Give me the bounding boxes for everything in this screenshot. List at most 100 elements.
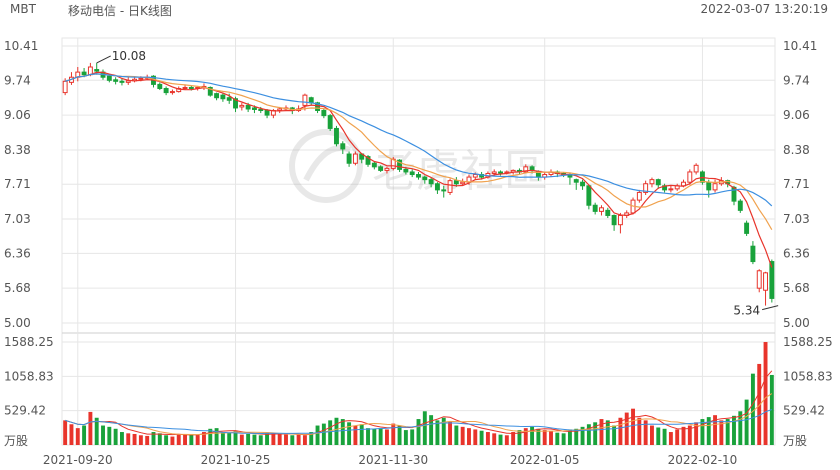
ma5-line: [65, 71, 773, 268]
volume-bar: [296, 434, 301, 445]
date-tick: 2021-09-20: [43, 453, 113, 467]
candle-up: [523, 166, 529, 173]
volume-bar: [138, 435, 143, 445]
candle-down: [416, 174, 421, 178]
volume-bar: [183, 434, 187, 445]
candle-up: [649, 179, 655, 185]
volume-bar: [372, 428, 377, 445]
volume-bar: [586, 424, 591, 445]
volume-bar: [328, 420, 333, 445]
candle-down: [334, 127, 339, 145]
date-tick: 2021-11-30: [358, 453, 428, 467]
volume-bar: [164, 435, 169, 445]
price-tick-right: 5.00: [783, 316, 810, 330]
candle-down: [611, 214, 617, 226]
volume-bar: [378, 428, 383, 445]
candle-up: [687, 171, 693, 183]
candle-down: [769, 261, 775, 299]
candle-down: [592, 204, 598, 212]
candle-down: [580, 181, 586, 187]
volume-bar: [195, 434, 200, 445]
candle-up: [472, 174, 478, 178]
volume-bar: [258, 435, 263, 445]
price-tick-right: 8.38: [783, 143, 810, 157]
price-tick-right: 10.41: [783, 39, 817, 53]
candle-down: [113, 79, 119, 82]
candle-down: [233, 98, 238, 109]
candle-up: [617, 214, 623, 226]
volume-bar: [732, 415, 736, 445]
volume-bar: [63, 420, 68, 445]
volume-bar: [252, 434, 257, 445]
volume-bar: [176, 433, 181, 445]
volume-tick-left: 1588.25: [4, 335, 54, 349]
volume-bar: [574, 428, 579, 445]
volume-bar: [567, 429, 572, 445]
volume-tick-right: 529.42: [783, 404, 825, 418]
volume-bar: [618, 417, 623, 445]
candle-down: [422, 176, 428, 181]
volume-bar: [681, 426, 686, 445]
volume-bars: [63, 342, 774, 445]
volume-bar: [384, 429, 389, 445]
volume-bar: [479, 430, 484, 445]
volume-bar: [719, 420, 724, 445]
volume-bar: [107, 426, 112, 445]
volume-bar: [302, 435, 307, 445]
volume-bar: [555, 432, 560, 445]
ma20-line: [65, 73, 773, 207]
volume-bar: [643, 420, 648, 445]
candle-up: [302, 94, 308, 106]
volume-bar: [391, 423, 396, 445]
candle-down: [188, 86, 194, 89]
volume-bar: [290, 435, 295, 445]
candle-down: [157, 83, 163, 89]
candle-up: [169, 91, 175, 94]
candles: [62, 62, 775, 306]
candle-up: [763, 272, 768, 291]
volume-bar: [422, 411, 427, 445]
volume-tick-right: 1058.83: [783, 369, 833, 383]
volume-bar: [738, 411, 743, 445]
volume-bar: [113, 428, 118, 445]
volume-bar: [750, 373, 755, 445]
price-tick-left: 8.38: [4, 143, 31, 157]
volume-bar: [612, 425, 617, 445]
volume-bar: [416, 419, 421, 445]
candle-down: [315, 102, 321, 112]
candle-up: [668, 188, 674, 191]
volume-bar: [454, 425, 459, 445]
volume-bar: [233, 431, 238, 445]
candle-down: [453, 180, 459, 185]
volume-bar: [637, 417, 642, 445]
price-tick-left: 5.00: [4, 316, 31, 330]
candle-up: [447, 180, 453, 193]
volume-bar: [757, 363, 762, 445]
volume-bar: [435, 420, 440, 445]
candle-up: [756, 270, 762, 289]
volume-bar: [441, 417, 446, 445]
price-tick-left: 7.03: [4, 212, 31, 226]
chart-title: 移动电信 - 日K线图: [68, 4, 172, 18]
candle-down: [586, 185, 592, 206]
price-tick-left: 5.68: [4, 281, 31, 295]
price-tick-left: 9.74: [4, 73, 31, 87]
volume-bar: [101, 425, 105, 445]
candle-down: [441, 189, 447, 192]
volume-bar: [126, 433, 131, 445]
volume-bar: [145, 435, 150, 445]
candle-up: [693, 164, 699, 173]
date-tick: 2022-02-10: [668, 453, 738, 467]
grid: [61, 37, 776, 446]
timestamp: 2022-03-07 13:20:19: [700, 2, 828, 16]
candle-up: [384, 167, 390, 171]
price-tick-right: 9.06: [783, 108, 810, 122]
volume-ma20-line: [65, 409, 772, 435]
volume-bar: [429, 415, 434, 445]
candle-up: [182, 86, 188, 89]
volume-bar: [410, 429, 415, 445]
candle-down: [498, 171, 503, 174]
volume-bar: [656, 427, 661, 445]
watermark: 老虎社區: [289, 129, 548, 203]
